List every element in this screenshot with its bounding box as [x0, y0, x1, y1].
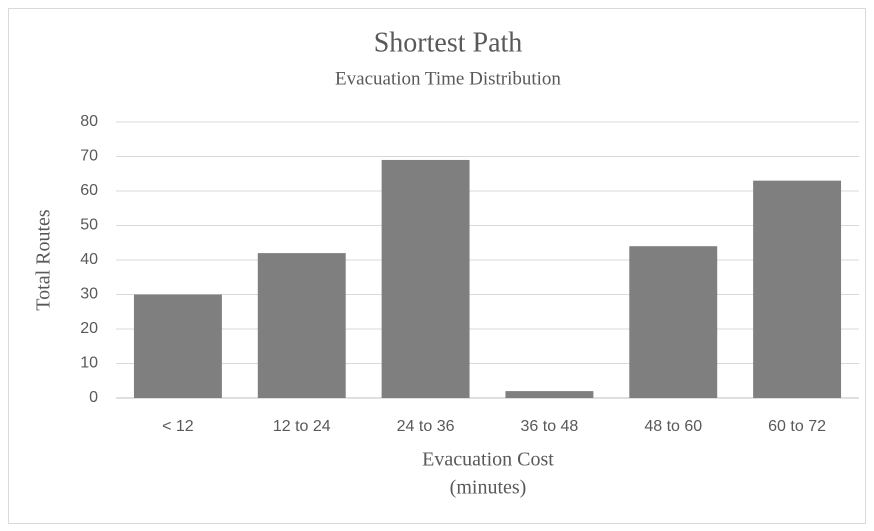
x-tick-label: 60 to 72 — [768, 418, 826, 435]
bar — [133, 294, 222, 398]
x-tick-label: 12 to 24 — [273, 418, 331, 435]
y-tick-label: 0 — [89, 389, 98, 406]
bar — [629, 246, 718, 398]
y-tick-label: 70 — [80, 148, 98, 165]
y-tick-label: 80 — [80, 113, 98, 130]
y-tick-label: 50 — [80, 217, 98, 234]
y-tick-label: 30 — [80, 286, 98, 303]
bar — [505, 391, 594, 398]
x-tick-label: < 12 — [162, 418, 194, 435]
bar — [753, 180, 842, 398]
chart-title: Shortest Path — [374, 27, 523, 58]
x-tick-label: 48 to 60 — [644, 418, 702, 435]
bar — [257, 253, 346, 398]
x-tick-label: 24 to 36 — [397, 418, 455, 435]
y-tick-label: 20 — [80, 320, 98, 337]
x-tick-label: 36 to 48 — [521, 418, 579, 435]
chart-subtitle: Evacuation Time Distribution — [335, 68, 561, 89]
x-axis-label: (minutes) — [450, 477, 527, 499]
y-tick-label: 40 — [80, 251, 98, 268]
y-axis-label: Total Routes — [33, 209, 55, 311]
x-axis-label: Evacuation Cost — [422, 449, 554, 471]
y-tick-label: 10 — [80, 355, 98, 372]
bar — [381, 159, 470, 398]
y-tick-label: 60 — [80, 182, 98, 199]
